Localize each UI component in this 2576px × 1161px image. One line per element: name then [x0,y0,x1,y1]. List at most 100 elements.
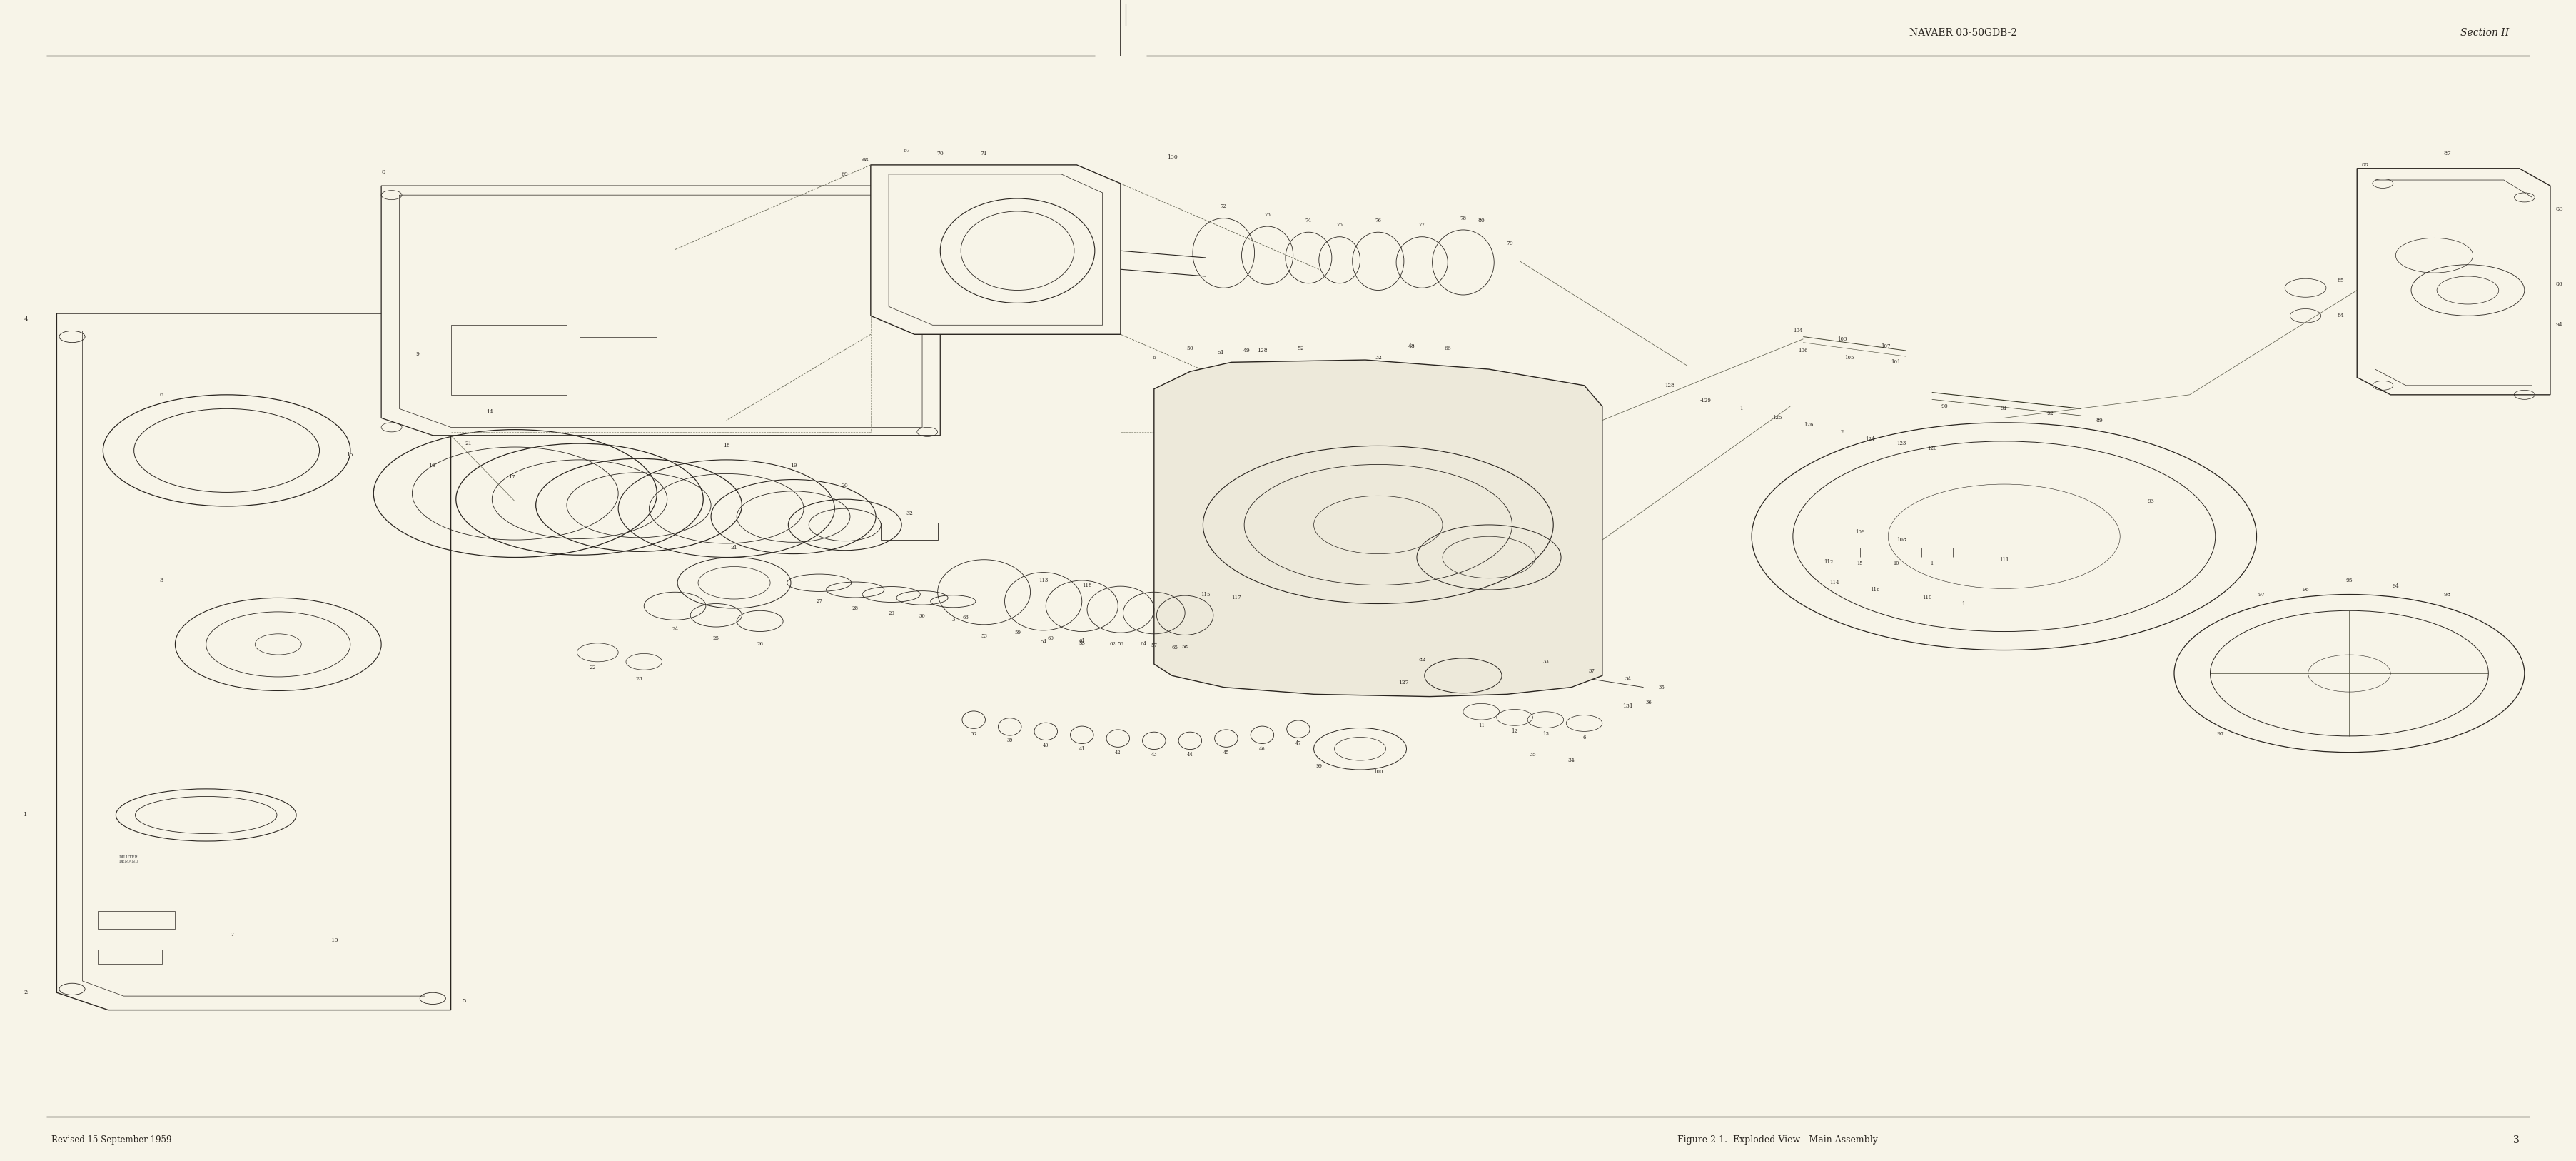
Text: 32: 32 [1376,355,1381,360]
Bar [98,950,162,964]
Text: 22: 22 [590,665,595,670]
Polygon shape [2357,168,2550,395]
Text: 71: 71 [981,151,987,156]
Text: 54: 54 [1041,640,1046,644]
Text: 105: 105 [1844,355,1855,360]
Text: 97: 97 [2259,592,2264,597]
Text: 33: 33 [1543,659,1548,664]
Text: 10: 10 [1893,561,1899,565]
Text: 48: 48 [1409,344,1414,348]
Text: 25: 25 [714,636,719,641]
Text: 11: 11 [1479,723,1484,728]
Text: 26: 26 [757,642,762,647]
Text: 77: 77 [1419,223,1425,228]
Text: 50: 50 [1188,346,1193,351]
Text: 76: 76 [1376,218,1381,223]
Text: 98: 98 [2445,592,2450,597]
Text: 46: 46 [1260,747,1265,751]
Text: 128: 128 [1257,348,1267,353]
Text: 41: 41 [1079,747,1084,751]
Text: 24: 24 [672,627,677,632]
Text: 127: 127 [1399,680,1409,685]
Text: 3: 3 [2514,1135,2519,1145]
Text: 15: 15 [1857,561,1862,565]
Text: 34: 34 [1625,677,1631,682]
Text: 32: 32 [907,511,912,515]
Text: 68: 68 [863,158,868,163]
Text: 23: 23 [636,677,641,682]
Text: 96: 96 [2303,587,2308,592]
Text: 27: 27 [817,599,822,604]
Text: 112: 112 [1824,560,1834,564]
Text: 59: 59 [1015,630,1020,635]
Text: 94: 94 [2393,584,2398,589]
Text: 74: 74 [1306,218,1311,223]
Text: 126: 126 [1803,423,1814,427]
Text: 97: 97 [2218,731,2223,736]
Text: 39: 39 [1007,738,1012,743]
Text: 51: 51 [1218,351,1224,355]
Text: 47: 47 [1296,741,1301,745]
Polygon shape [381,186,940,435]
Text: 106: 106 [1798,348,1808,353]
Text: 120: 120 [1927,446,1937,450]
Text: 42: 42 [1115,750,1121,755]
Text: 111: 111 [1999,557,2009,562]
Text: 86: 86 [2555,282,2563,287]
Text: 117: 117 [1231,596,1242,600]
Bar [451,325,567,395]
Text: 35: 35 [1659,685,1664,690]
Text: 124: 124 [1865,437,1875,441]
Text: 92: 92 [2048,411,2053,416]
Text: 78: 78 [1461,216,1466,221]
Bar [881,522,938,540]
Text: 66: 66 [1445,346,1450,351]
Text: 80: 80 [1479,218,1484,223]
Text: 67: 67 [904,149,909,153]
Text: 57: 57 [1151,643,1157,648]
Text: Figure 2-1.  Exploded View - Main Assembly: Figure 2-1. Exploded View - Main Assembl… [1677,1135,1878,1145]
Text: 64: 64 [1141,642,1146,647]
Text: 110: 110 [1922,596,1932,600]
Text: 35: 35 [1530,752,1535,757]
Text: 56: 56 [1118,642,1123,647]
Text: 93: 93 [2148,499,2154,504]
Text: 73: 73 [1265,212,1270,217]
Text: 29: 29 [889,611,894,615]
Text: 123: 123 [1896,441,1906,446]
Text: 45: 45 [1224,750,1229,755]
Text: 62: 62 [1110,642,1115,647]
Text: 94: 94 [2555,323,2563,327]
Polygon shape [1154,360,1602,697]
Text: 13: 13 [1543,731,1548,736]
Text: 99: 99 [1316,764,1321,769]
Text: 2: 2 [23,990,28,995]
Text: 43: 43 [1151,752,1157,757]
Text: 6: 6 [1151,355,1157,360]
Text: 69: 69 [842,172,848,176]
Text: 70: 70 [938,151,943,156]
Text: 84: 84 [2336,313,2344,318]
Text: 61: 61 [1079,639,1084,643]
Text: 107: 107 [1880,344,1891,348]
Text: 95: 95 [2347,578,2352,583]
Text: 109: 109 [1855,529,1865,534]
Text: 49: 49 [1244,348,1249,353]
Text: 72: 72 [1221,204,1226,209]
Text: 3: 3 [951,618,956,622]
Text: 40: 40 [1043,743,1048,748]
Text: 18: 18 [724,444,729,448]
Text: 75: 75 [1337,223,1342,228]
Text: 44: 44 [1188,752,1193,757]
Bar [580,337,657,401]
Text: 118: 118 [1082,583,1092,587]
Text: 3: 3 [160,578,162,583]
Text: 131: 131 [1623,704,1633,708]
Text: 65: 65 [1172,646,1177,650]
Text: 6: 6 [1582,735,1587,740]
Text: 52: 52 [1298,346,1303,351]
Polygon shape [871,165,1121,334]
Text: 8: 8 [381,170,384,174]
Text: 21: 21 [732,546,737,550]
Text: 87: 87 [2445,151,2450,156]
